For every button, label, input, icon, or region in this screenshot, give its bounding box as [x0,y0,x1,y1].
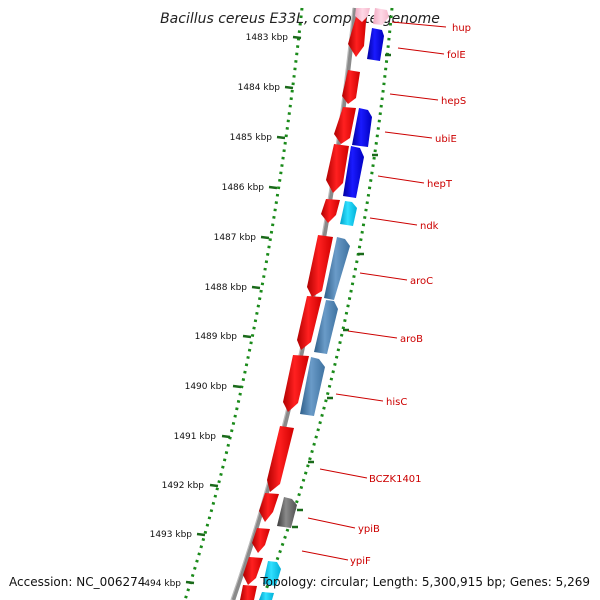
gene-arrow-blue [367,28,384,61]
map-title: Bacillus cereus E33L, complete genome [160,11,440,27]
gene-label-ubiE: ubiE [435,134,457,145]
tick-label: 1491 kbp [174,432,217,442]
tick-label: 1485 kbp [230,133,273,143]
tick-label: 494 kbp [144,579,181,589]
inner-dotted-ring [260,7,394,600]
gene-arrow [321,199,340,223]
reverse-strand-features [259,8,389,600]
gene-arrow [283,355,309,412]
tick-label: 1490 kbp [185,382,228,392]
gene-arrow [326,144,349,193]
gene-arrow-pink [355,8,370,22]
gene-label-hup: hup [452,23,471,34]
gene-labels: hup folE hepS ubiE hepT ndk aroC aroB hi… [350,23,471,567]
tick-mark-1488 [251,285,261,290]
gene-arrow [267,426,294,492]
gene-arrow-pink [373,8,389,25]
gene-label-aroB: aroB [400,334,423,345]
tick-label: 1484 kbp [238,83,281,93]
gene-arrow [252,528,270,553]
tick-mark-1485 [276,135,286,140]
gene-arrow-gray [277,497,297,528]
inner-ring-marks [292,53,391,529]
gene-arrow-cyan [340,201,357,226]
gene-arrow [243,557,263,585]
gene-label-ndk: ndk [420,221,439,232]
tick-label: 1488 kbp [205,283,248,293]
accession-text: Accession: NC_006274 [9,575,145,589]
tick-mark-494 [185,580,195,585]
outer-dotted-ring [183,7,304,600]
gene-arrow [307,235,333,297]
tick-label: 1492 kbp [162,481,205,491]
tick-label: 1483 kbp [246,33,289,43]
gene-label-hepT: hepT [427,179,453,190]
gene-label-aroC: aroC [410,276,433,287]
tick-mark-1483 [292,35,302,40]
tick-mark-1487 [260,235,270,240]
tick-mark-1490 [232,384,242,389]
gene-label-hisC: hisC [386,397,407,408]
tick-label: 1489 kbp [195,332,238,342]
gene-arrow [240,585,257,600]
tick-marks [185,35,302,585]
tick-label: 1493 kbp [150,530,193,540]
gene-label-folE: folE [447,50,466,61]
topology-text: Topology: circular; Length: 5,300,915 bp… [259,575,590,589]
gene-arrow-cyan [263,561,281,586]
gene-label-hepS: hepS [441,96,466,107]
gene-label-BCZK1401: BCZK1401 [369,474,422,485]
tick-label: 1487 kbp [214,233,257,243]
gene-arrow-steel [314,300,338,354]
tick-mark-1484 [284,85,294,90]
gene-arrow-steel [324,237,350,300]
gene-arrow-blue [343,146,364,198]
gene-label-ypiB: ypiB [358,524,380,535]
gene-arrow-steel [300,357,325,416]
tick-mark-1492 [209,483,219,488]
tick-mark-1491 [221,434,231,439]
gene-arrow [334,107,356,144]
gene-arrow [297,296,322,350]
tick-label: 1486 kbp [222,183,265,193]
tick-mark-1489 [242,334,252,339]
tick-labels: 1483 kbp 1484 kbp 1485 kbp 1486 kbp 1487… [144,33,288,589]
tick-mark-1493 [196,532,206,537]
gene-label-ypiF: ypiF [350,556,371,567]
label-leader-lines [301,21,447,561]
tick-mark-1486 [268,185,278,190]
gene-arrow-cyan [259,592,274,600]
gene-arrow [259,493,279,522]
gene-arrow [342,70,360,104]
gene-arrow-blue [352,108,372,147]
